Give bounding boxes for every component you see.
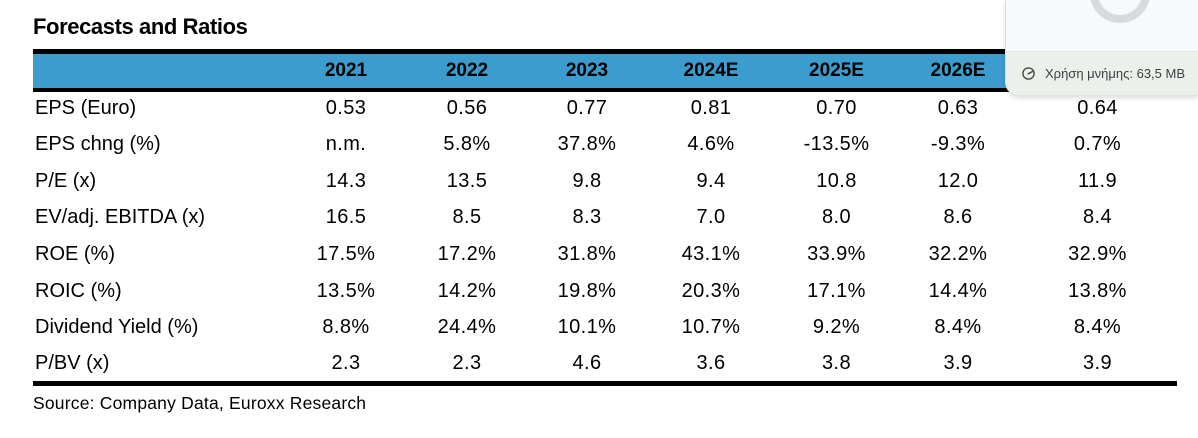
table-cell: 9.8 (572, 169, 602, 192)
table-cell: n.m. (325, 133, 367, 156)
memory-usage-label: Χρήση μνήμης: 63,5 MB (1045, 66, 1186, 81)
table-cell: 8.0 (821, 206, 851, 229)
table-cell: 3.9 (943, 351, 973, 374)
table-cell: 32.9% (1068, 243, 1127, 266)
table-cell: 20.3% (681, 279, 741, 302)
table-cell: 14.4% (928, 279, 988, 302)
table-cell: 31.8% (557, 243, 617, 266)
table-cell: 0.63 (937, 97, 979, 120)
memory-usage-footer: Χρήση μνήμης: 63,5 MB (1006, 51, 1198, 95)
table-cell: 19.8% (557, 279, 617, 302)
table-cell: 9.4 (696, 169, 726, 192)
table-cell: 0.64 (1077, 97, 1118, 120)
row-label: P/E (x) (35, 169, 97, 192)
header-cell-2023: 2023 (527, 51, 647, 92)
header-cell-2025e: 2025E (775, 51, 898, 92)
header-cell-label (33, 51, 285, 92)
table-row: EPS (Euro) 0.53 0.56 0.77 0.81 0.70 0.63… (33, 90, 1177, 127)
table-cell: 9.2% (812, 316, 861, 339)
table-row: Dividend Yield (%) 8.8% 24.4% 10.1% 10.7… (33, 310, 1177, 347)
table-cell: -9.3% (930, 133, 986, 156)
table-cell: 17.1% (807, 279, 866, 302)
table-row: P/BV (x) 2.3 2.3 4.6 3.6 3.8 3.9 3.9 (33, 346, 1177, 383)
forecast-table: 2021 2022 2023 2024E 2025E 2026E EPS (Eu… (33, 49, 1177, 386)
table-row: ROIC (%) 13.5% 14.2% 19.8% 20.3% 17.1% 1… (33, 273, 1177, 310)
table-cell: 8.3 (572, 206, 602, 229)
tab-hover-card: Χρήση μνήμης: 63,5 MB (1005, 0, 1198, 96)
table-row: EPS chng (%) n.m. 5.8% 37.8% 4.6% -13.5%… (33, 126, 1177, 163)
table-cell: -13.5% (803, 133, 870, 156)
table-cell: 33.9% (807, 243, 866, 266)
memory-gauge-icon (1022, 67, 1035, 80)
table-cell: 12.0 (937, 169, 979, 192)
table-cell: 2.3 (331, 351, 361, 374)
header-cell-2024e: 2024E (647, 51, 775, 92)
table-cell: 16.5 (325, 206, 367, 229)
table-row: EV/adj. EBITDA (x) 16.5 8.5 8.3 7.0 8.0 … (33, 200, 1177, 237)
table-cell: 0.81 (690, 97, 732, 120)
table-cell: 2.3 (452, 351, 482, 374)
table-cell: 0.70 (816, 97, 857, 120)
table-cell: 43.1% (681, 243, 741, 266)
table-cell: 8.8% (322, 316, 370, 339)
row-label: P/BV (x) (35, 351, 110, 374)
table-cell: 7.0 (696, 206, 726, 229)
table-cell: 3.8 (821, 351, 851, 374)
table-cell: 0.56 (446, 97, 488, 120)
table-cell: 37.8% (557, 133, 617, 156)
table-row: ROE (%) 17.5% 17.2% 31.8% 43.1% 33.9% 32… (33, 236, 1177, 273)
header-cell-2022: 2022 (407, 51, 527, 92)
table-cell: 4.6% (687, 133, 735, 156)
table-cell: 8.6 (943, 206, 973, 229)
table-cell: 8.4% (1073, 316, 1122, 339)
table-cell: 14.2% (437, 279, 497, 302)
table-cell: 13.8% (1068, 279, 1127, 302)
table-cell: 17.2% (437, 243, 497, 266)
row-label: EPS (Euro) (35, 97, 137, 120)
table-row: P/E (x) 14.3 13.5 9.8 9.4 10.8 12.0 11.9 (33, 163, 1177, 200)
table-cell: 8.4 (1082, 206, 1112, 229)
table-cell: 13.5 (446, 169, 488, 192)
row-label: ROIC (%) (35, 279, 122, 302)
report-section: Forecasts and Ratios 2021 2022 2023 2024… (33, 14, 1177, 414)
table-cell: 4.6 (572, 351, 602, 374)
page-title: Forecasts and Ratios (33, 14, 248, 39)
table-cell: 13.5% (316, 279, 376, 302)
table-cell: 10.7% (681, 316, 741, 339)
row-label: Dividend Yield (%) (35, 316, 199, 339)
table-cell: 17.5% (316, 243, 376, 266)
table-cell: 24.4% (437, 316, 497, 339)
table-cell: 0.53 (325, 97, 367, 120)
table-cell: 8.4% (934, 316, 982, 339)
row-label: EPS chng (%) (35, 133, 161, 156)
row-label: ROE (%) (35, 243, 115, 266)
table-cell: 11.9 (1077, 169, 1118, 192)
table-cell: 3.6 (696, 351, 726, 374)
table-cell: 10.8 (816, 169, 857, 192)
table-cell: 5.8% (443, 133, 491, 156)
table-cell: 10.1% (557, 316, 617, 339)
table-cell: 0.7% (1073, 133, 1122, 156)
header-cell-2026e: 2026E (898, 51, 1018, 92)
row-label: EV/adj. EBITDA (x) (35, 206, 206, 229)
header-cell-2021: 2021 (285, 51, 407, 92)
table-header-row: 2021 2022 2023 2024E 2025E 2026E (33, 51, 1177, 92)
table-cell: 32.2% (928, 243, 988, 266)
table-cell: 14.3 (325, 169, 367, 192)
table-cell: 8.5 (452, 206, 482, 229)
source-note: Source: Company Data, Euroxx Research (33, 392, 367, 413)
table-cell: 3.9 (1082, 351, 1112, 374)
table-cell: 0.77 (566, 97, 608, 120)
partial-circle-icon (1090, 0, 1150, 23)
